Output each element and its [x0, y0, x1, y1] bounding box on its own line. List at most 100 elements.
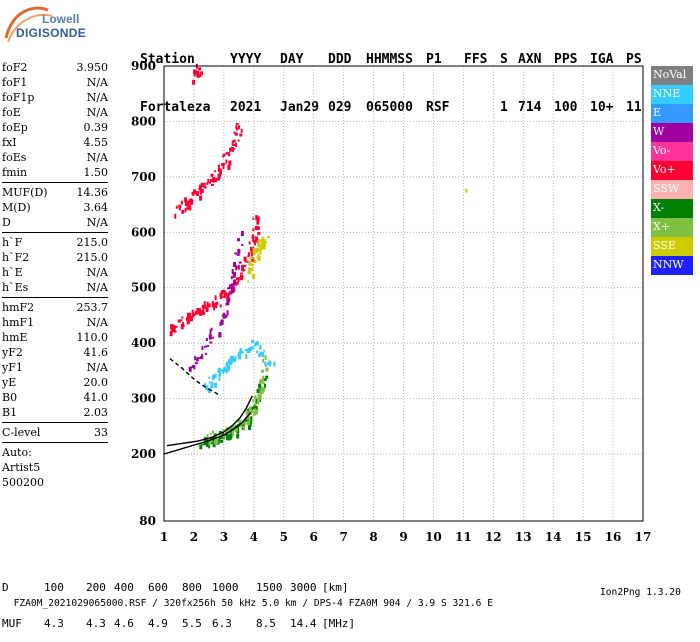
param-divider	[2, 422, 108, 423]
data-point	[235, 122, 239, 125]
param-label: M(D)	[2, 201, 31, 214]
data-point	[258, 383, 262, 389]
param-row: hmF2 253.7	[2, 300, 108, 315]
data-point	[203, 305, 207, 309]
data-point	[224, 291, 228, 297]
data-point	[237, 279, 240, 282]
data-point	[273, 361, 276, 367]
data-point	[252, 236, 255, 242]
data-point	[255, 341, 259, 346]
data-point	[214, 170, 217, 173]
data-point	[253, 240, 256, 246]
data-point	[231, 140, 234, 146]
param-value: 14.36	[76, 186, 109, 199]
data-point	[184, 208, 187, 213]
data-point	[210, 327, 213, 331]
param-row: fxI 4.55	[2, 135, 108, 150]
muf-cell: 3000	[290, 581, 317, 594]
param-label: h`F2	[2, 251, 30, 264]
param-label: foF1p	[2, 91, 35, 104]
data-point	[251, 257, 255, 263]
header-label: IGA	[590, 52, 614, 67]
data-point	[235, 265, 238, 271]
data-point	[186, 206, 190, 210]
data-point	[190, 199, 194, 205]
data-point	[203, 345, 207, 348]
data-point	[263, 378, 267, 382]
data-point	[217, 164, 220, 169]
muf-cell: 1000	[212, 581, 239, 594]
data-point	[174, 213, 177, 219]
header-values: Fortaleza 2021 Jan29 029 065000 RSF 1 714 100 10+…	[140, 100, 642, 116]
data-point	[219, 304, 222, 308]
data-point	[226, 287, 230, 290]
data-point	[255, 406, 258, 411]
data-point	[222, 368, 225, 374]
y-tick-label: 300	[131, 392, 156, 406]
data-point	[208, 381, 212, 384]
param-label: B1	[2, 406, 18, 419]
param-value: N/A	[86, 266, 108, 279]
data-point	[238, 261, 242, 264]
data-point	[266, 362, 270, 366]
data-point	[253, 404, 256, 410]
data-point	[218, 368, 221, 373]
data-point	[229, 147, 232, 152]
legend-item: SSE	[651, 237, 693, 256]
param-value: 2.03	[83, 406, 109, 419]
x-tick-label: 12	[485, 530, 502, 544]
data-point	[260, 389, 264, 394]
data-point	[254, 342, 257, 347]
data-point	[191, 191, 194, 195]
data-point	[228, 160, 232, 166]
auto-line: Auto:	[2, 445, 108, 460]
data-point	[225, 159, 228, 164]
data-point	[206, 434, 209, 439]
data-point	[243, 425, 246, 431]
data-point	[256, 222, 260, 225]
param-value: N/A	[86, 151, 108, 164]
param-value: 3.64	[83, 201, 109, 214]
param-value: 215.0	[76, 236, 109, 249]
data-point	[195, 191, 199, 197]
ionogram-chart: 1 2 3 4 5 6 7 8 9 10 11 12 13 14 15 16 17802003004005006…	[131, 59, 651, 544]
data-point	[213, 178, 217, 183]
data-point	[202, 311, 206, 315]
y-tick-label: 900	[131, 59, 156, 73]
data-point	[250, 267, 254, 271]
data-point	[232, 358, 236, 363]
data-point	[261, 245, 264, 250]
auto-line: 500200	[2, 475, 108, 490]
param-value: N/A	[86, 361, 108, 374]
data-point	[238, 351, 241, 357]
data-point	[239, 276, 243, 280]
data-point	[232, 356, 236, 359]
data-point	[258, 393, 262, 399]
data-point	[195, 71, 199, 76]
data-point	[212, 443, 216, 448]
data-point	[267, 236, 271, 239]
data-point	[211, 183, 215, 186]
data-point	[261, 369, 265, 373]
data-point	[237, 238, 241, 242]
data-point	[236, 253, 240, 256]
data-point	[193, 69, 196, 75]
data-point	[256, 220, 260, 224]
muf-cell: 600	[148, 581, 168, 594]
param-value: N/A	[86, 316, 108, 329]
legend-item: NNW	[651, 256, 693, 275]
data-point	[221, 319, 224, 324]
logo-text-lowell: Lowell	[42, 12, 80, 26]
data-point	[210, 173, 214, 177]
param-row: foF1p N/A	[2, 90, 108, 105]
data-point	[233, 131, 236, 134]
data-point	[222, 429, 225, 432]
data-point	[205, 338, 208, 342]
data-point	[264, 354, 267, 360]
data-point	[223, 367, 227, 373]
param-row: h`Es N/A	[2, 280, 108, 295]
data-point	[204, 185, 207, 189]
data-point	[244, 417, 248, 422]
data-point	[238, 354, 242, 360]
data-point	[199, 313, 203, 316]
